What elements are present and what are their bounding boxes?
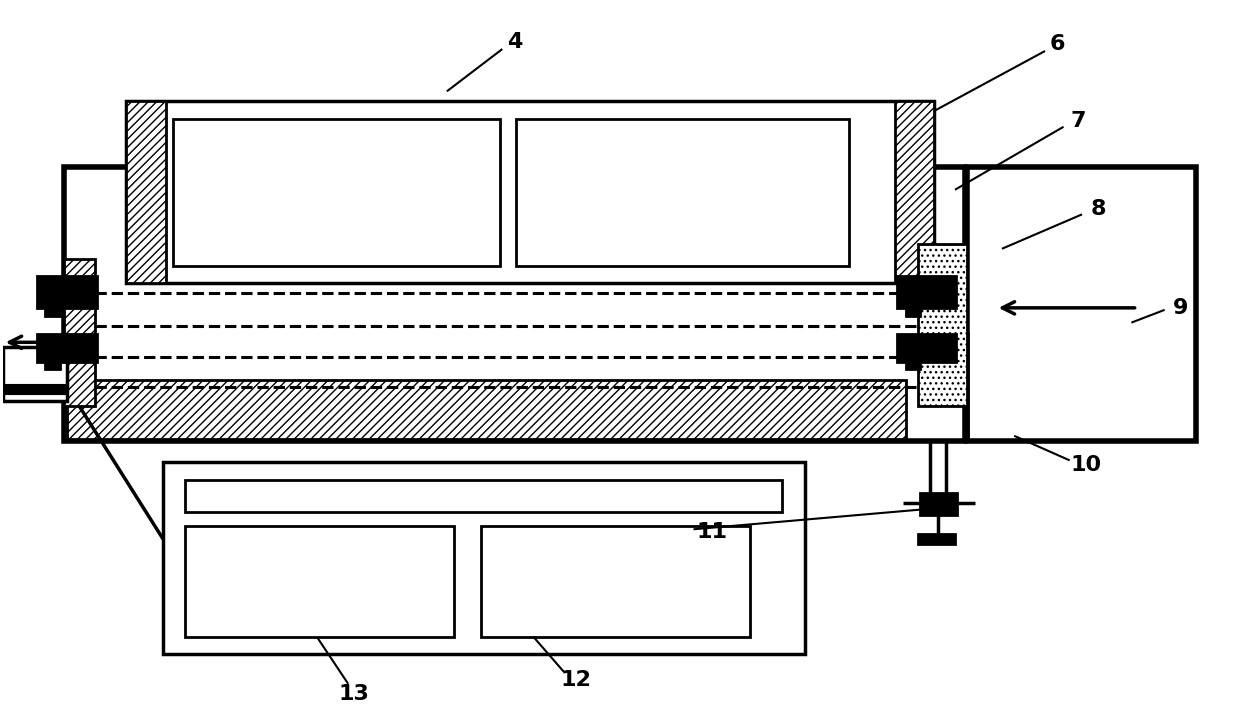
Bar (164, 462, 804, 654)
Bar (906, 359, 921, 369)
Bar (897, 276, 957, 308)
Text: 8: 8 (1090, 200, 1106, 220)
Bar (906, 304, 921, 316)
Text: 12: 12 (561, 670, 592, 690)
Bar (45, 359, 59, 369)
Bar (968, 167, 1196, 441)
Bar (897, 335, 957, 362)
Bar (45, 304, 59, 316)
Bar (2, 347, 67, 401)
Bar (482, 527, 751, 637)
Bar (173, 119, 499, 265)
Bar (67, 380, 906, 438)
Bar (64, 167, 965, 441)
Bar (918, 534, 955, 544)
Bar (37, 276, 97, 308)
Bar (895, 101, 934, 283)
Bar (921, 493, 958, 515)
Text: 13: 13 (339, 683, 369, 704)
Bar (918, 244, 968, 406)
Text: 6: 6 (1049, 34, 1066, 54)
Bar (186, 527, 455, 637)
Bar (186, 480, 782, 512)
Text: 10: 10 (1070, 455, 1101, 475)
Bar (64, 258, 95, 406)
Bar (126, 101, 934, 283)
Bar (515, 119, 849, 265)
Text: 9: 9 (1173, 298, 1188, 318)
Text: 7: 7 (1070, 111, 1087, 131)
Text: 4: 4 (507, 32, 523, 52)
Text: 11: 11 (696, 522, 727, 542)
Bar (126, 101, 166, 283)
Bar (37, 335, 97, 362)
